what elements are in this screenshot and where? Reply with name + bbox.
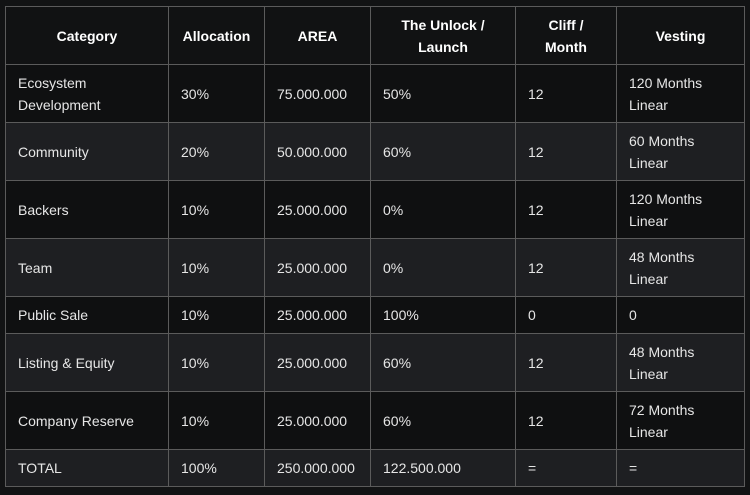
category-line1: Ecosystem: [18, 74, 87, 91]
cell-allocation: 30%: [168, 64, 265, 123]
tokenomics-table: Category Allocation AREA The Unlock / Lau…: [5, 6, 745, 487]
vesting-line1: 120 Months: [629, 74, 703, 91]
vesting-line2: Linear: [629, 270, 668, 287]
cell-area: 25.000.000: [264, 238, 371, 297]
table-row: Company Reserve 10% 25.000.000 60% 12 72…: [5, 391, 745, 450]
cell-cliff: 12: [515, 122, 617, 181]
header-row: Category Allocation AREA The Unlock / Lau…: [5, 6, 745, 65]
cell-allocation: 10%: [168, 391, 265, 450]
table-row: Team 10% 25.000.000 0% 12 48 Months Linea…: [5, 238, 745, 297]
table-row: Listing & Equity 10% 25.000.000 60% 12 4…: [5, 333, 745, 392]
vesting-line1: 72 Months: [629, 401, 695, 418]
vesting-line1: 60 Months: [629, 132, 695, 149]
cell-vesting: 48 Months Linear: [616, 238, 745, 297]
cell-area: 50.000.000: [264, 122, 371, 181]
header-unlock-line2: Launch: [418, 38, 468, 55]
cell-vesting: 120 Months Linear: [616, 180, 745, 239]
cell-category: Community: [5, 122, 169, 181]
cell-unlock: 0%: [370, 180, 516, 239]
cell-vesting: 48 Months Linear: [616, 333, 745, 392]
tokenomics-table-container: Category Allocation AREA The Unlock / Lau…: [5, 6, 745, 487]
cell-category: Team: [5, 238, 169, 297]
vesting-line2: Linear: [629, 154, 668, 171]
header-cliff-line2: Month: [545, 38, 587, 55]
table-row: Ecosystem Development 30% 75.000.000 50% …: [5, 64, 745, 123]
cell-area: 25.000.000: [264, 333, 371, 392]
cell-cliff: 0: [515, 296, 617, 334]
cell-unlock: 122.500.000: [370, 449, 516, 487]
vesting-line2: Linear: [629, 96, 668, 113]
table-row: Community 20% 50.000.000 60% 12 60 Month…: [5, 122, 745, 181]
cell-vesting: =: [616, 449, 745, 487]
cell-unlock: 60%: [370, 391, 516, 450]
cell-cliff: =: [515, 449, 617, 487]
cell-allocation: 10%: [168, 238, 265, 297]
header-unlock-line1: The Unlock /: [401, 16, 485, 33]
vesting-line1: 48 Months: [629, 343, 695, 360]
cell-allocation: 10%: [168, 180, 265, 239]
vesting-line2: Linear: [629, 365, 668, 382]
cell-cliff: 12: [515, 238, 617, 297]
header-allocation: Allocation: [168, 6, 265, 65]
vesting-line1: 48 Months: [629, 248, 695, 265]
header-unlock: The Unlock / Launch: [370, 6, 516, 65]
cell-area: 25.000.000: [264, 391, 371, 450]
cell-unlock: 50%: [370, 64, 516, 123]
cell-unlock: 60%: [370, 333, 516, 392]
cell-category: TOTAL: [5, 449, 169, 487]
cell-allocation: 20%: [168, 122, 265, 181]
header-vesting: Vesting: [616, 6, 745, 65]
cell-cliff: 12: [515, 64, 617, 123]
cell-unlock: 0%: [370, 238, 516, 297]
cell-area: 25.000.000: [264, 296, 371, 334]
cell-cliff: 12: [515, 180, 617, 239]
cell-area: 250.000.000: [264, 449, 371, 487]
cell-vesting: 120 Months Linear: [616, 64, 745, 123]
header-cliff-line1: Cliff /: [548, 16, 584, 33]
header-area: AREA: [264, 6, 371, 65]
cell-area: 25.000.000: [264, 180, 371, 239]
cell-category: Company Reserve: [5, 391, 169, 450]
cell-category: Ecosystem Development: [5, 64, 169, 123]
category-line2: Development: [18, 96, 101, 113]
cell-vesting: 0: [616, 296, 745, 334]
cell-category: Listing & Equity: [5, 333, 169, 392]
cell-allocation: 100%: [168, 449, 265, 487]
vesting-line1: 120 Months: [629, 190, 703, 207]
cell-unlock: 100%: [370, 296, 516, 334]
header-category: Category: [5, 6, 169, 65]
vesting-line2: Linear: [629, 423, 668, 440]
cell-allocation: 10%: [168, 333, 265, 392]
cell-allocation: 10%: [168, 296, 265, 334]
header-cliff: Cliff / Month: [515, 6, 617, 65]
total-row: TOTAL 100% 250.000.000 122.500.000 = =: [5, 449, 745, 487]
cell-vesting: 60 Months Linear: [616, 122, 745, 181]
vesting-line2: Linear: [629, 212, 668, 229]
table-row: Backers 10% 25.000.000 0% 12 120 Months L…: [5, 180, 745, 239]
cell-vesting: 72 Months Linear: [616, 391, 745, 450]
cell-cliff: 12: [515, 333, 617, 392]
cell-category: Backers: [5, 180, 169, 239]
cell-area: 75.000.000: [264, 64, 371, 123]
cell-category: Public Sale: [5, 296, 169, 334]
cell-cliff: 12: [515, 391, 617, 450]
cell-unlock: 60%: [370, 122, 516, 181]
table-row: Public Sale 10% 25.000.000 100% 0 0: [5, 296, 745, 334]
